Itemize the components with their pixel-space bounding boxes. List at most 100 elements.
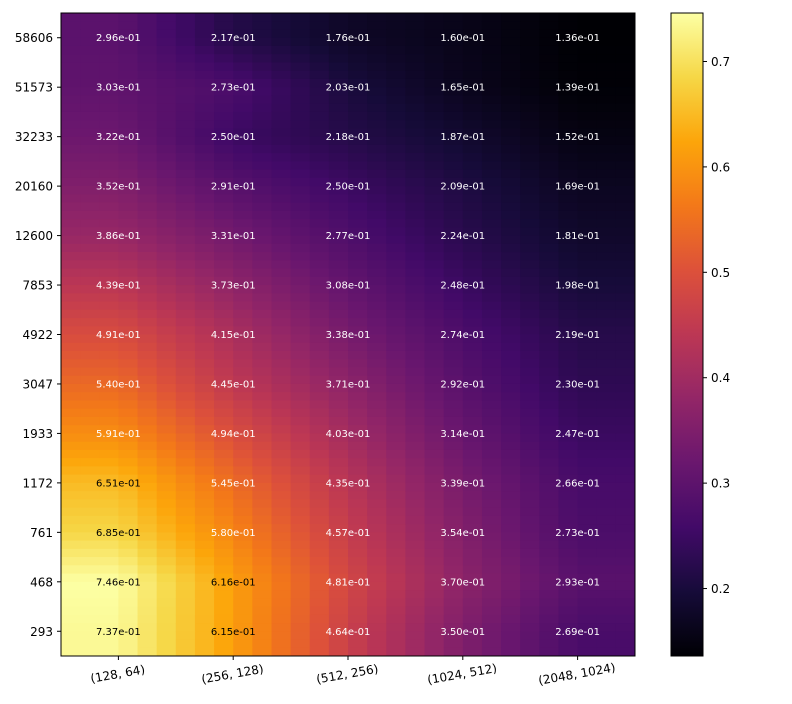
heatmap-cell: [520, 111, 635, 162]
cell-value-label: 1.81e-01: [555, 231, 600, 242]
cell-value-label: 4.39e-01: [96, 281, 141, 292]
cell-value-label: 2.74e-01: [440, 330, 485, 341]
cell-value-label: 2.92e-01: [440, 380, 485, 391]
cell-value-label: 2.17e-01: [211, 33, 256, 44]
cell-value-label: 3.14e-01: [440, 429, 485, 440]
y-tick-label: 3047: [22, 377, 53, 391]
colorbar-tick-label: 0.7: [711, 55, 730, 69]
cell-value-label: 2.91e-01: [211, 182, 256, 193]
heatmap-cell: [405, 161, 521, 212]
colorbar-tick-label: 0.5: [711, 266, 730, 280]
heatmap-cell: [290, 309, 406, 360]
cell-value-label: 2.30e-01: [555, 380, 600, 391]
colorbar-gradient: [671, 13, 703, 656]
heatmap-cell: [61, 161, 177, 212]
cell-value-label: 6.15e-01: [211, 627, 256, 638]
heatmap-cell: [175, 557, 292, 608]
cell-value-label: 7.46e-01: [96, 577, 141, 588]
heatmap-cell: [61, 13, 177, 64]
heatmap-cell: [290, 606, 406, 656]
cell-value-label: 3.71e-01: [326, 380, 371, 391]
heatmap-cell: [175, 309, 292, 360]
cell-value-label: 4.91e-01: [96, 330, 141, 341]
cell-value-label: 2.24e-01: [440, 231, 485, 242]
cell-value-label: 5.40e-01: [96, 380, 141, 391]
cell-value-label: 1.39e-01: [555, 83, 600, 94]
heatmap-cell: [290, 62, 406, 113]
cell-value-label: 2.66e-01: [555, 478, 600, 489]
heatmap-cell: [175, 260, 292, 311]
y-tick-label: 58606: [15, 31, 53, 45]
heatmap-cell: [175, 408, 292, 459]
heatmap-cell: [405, 309, 521, 360]
cell-value-label: 5.80e-01: [211, 528, 256, 539]
colorbar-tick-label: 0.4: [711, 371, 730, 385]
cell-value-label: 1.36e-01: [555, 33, 600, 44]
y-tick-label: 4922: [22, 328, 53, 342]
x-tick-label: (2048, 1024): [537, 660, 616, 687]
y-tick-label: 1172: [22, 476, 53, 490]
cell-value-label: 2.96e-01: [96, 33, 141, 44]
cell-value-label: 3.38e-01: [326, 330, 371, 341]
colorbar-frame: [670, 12, 704, 657]
heatmap-cell: [175, 458, 292, 509]
heatmap-cell: [175, 161, 292, 212]
cell-value-label: 3.52e-01: [96, 182, 141, 193]
heatmap-cell: [290, 111, 406, 162]
cell-value-label: 6.85e-01: [96, 528, 141, 539]
heatmap-cell: [405, 111, 521, 162]
heatmap-cell: [290, 507, 406, 558]
cell-value-label: 2.03e-01: [326, 83, 371, 94]
heatmap-cell: [175, 359, 292, 410]
heatmap-cell: [175, 507, 292, 558]
heatmap-cell: [405, 210, 521, 261]
heatmap-cell: [520, 260, 635, 311]
heatmap-cell: [175, 111, 292, 162]
cell-value-label: 3.03e-01: [96, 83, 141, 94]
cell-value-label: 2.47e-01: [555, 429, 600, 440]
y-tick-label: 51573: [15, 81, 53, 95]
heatmap-cell: [61, 557, 177, 608]
y-tick-label: 1933: [22, 427, 53, 441]
cell-value-label: 3.73e-01: [211, 281, 256, 292]
heatmap-cell: [61, 260, 177, 311]
y-tick-label: 761: [30, 526, 53, 540]
heatmap-cell: [520, 13, 635, 64]
heatmap-cell: [290, 210, 406, 261]
heatmap-cell: [520, 557, 635, 608]
colorbar: 0.2 0.3 0.4 0.5 0.6 0.7: [670, 12, 730, 657]
cell-value-label: 3.31e-01: [211, 231, 256, 242]
heatmap-cell: [61, 62, 177, 113]
y-tick-label: 7853: [22, 279, 53, 293]
heatmap-cell: [405, 260, 521, 311]
heatmap-cell: [520, 359, 635, 410]
cell-value-label: 5.91e-01: [96, 429, 141, 440]
cell-value-label: 7.37e-01: [96, 627, 141, 638]
heatmap-cell: [405, 557, 521, 608]
heatmap-cell: [290, 359, 406, 410]
y-tick-label: 293: [30, 625, 53, 639]
x-tick-label: (512, 256): [315, 662, 379, 687]
heatmap-cell: [290, 161, 406, 212]
heatmap-cell: [520, 161, 635, 212]
heatmap-cell: [61, 606, 177, 656]
heatmap-cell: [175, 13, 292, 64]
heatmap-cell: [290, 260, 406, 311]
heatmap-cell: [61, 309, 177, 360]
heatmap-cell: [405, 606, 521, 656]
cell-value-label: 6.16e-01: [211, 577, 256, 588]
cell-labels: 2.96e-01 2.17e-01 1.76e-01 1.60e-01 1.36e-01…: [96, 33, 600, 638]
cell-value-label: 1.98e-01: [555, 281, 600, 292]
cell-value-label: 2.48e-01: [440, 281, 485, 292]
x-tick-label: (256, 128): [200, 662, 264, 687]
x-tick-label: (1024, 512): [426, 661, 498, 687]
cell-value-label: 2.50e-01: [211, 132, 256, 143]
cell-value-label: 1.60e-01: [440, 33, 485, 44]
colorbar-tick-label: 0.2: [711, 582, 730, 596]
heatmap-cell: [520, 458, 635, 509]
heatmap-cell: [520, 210, 635, 261]
cell-value-label: 4.81e-01: [326, 577, 371, 588]
cell-value-label: 3.50e-01: [440, 627, 485, 638]
cell-value-label: 1.65e-01: [440, 83, 485, 94]
